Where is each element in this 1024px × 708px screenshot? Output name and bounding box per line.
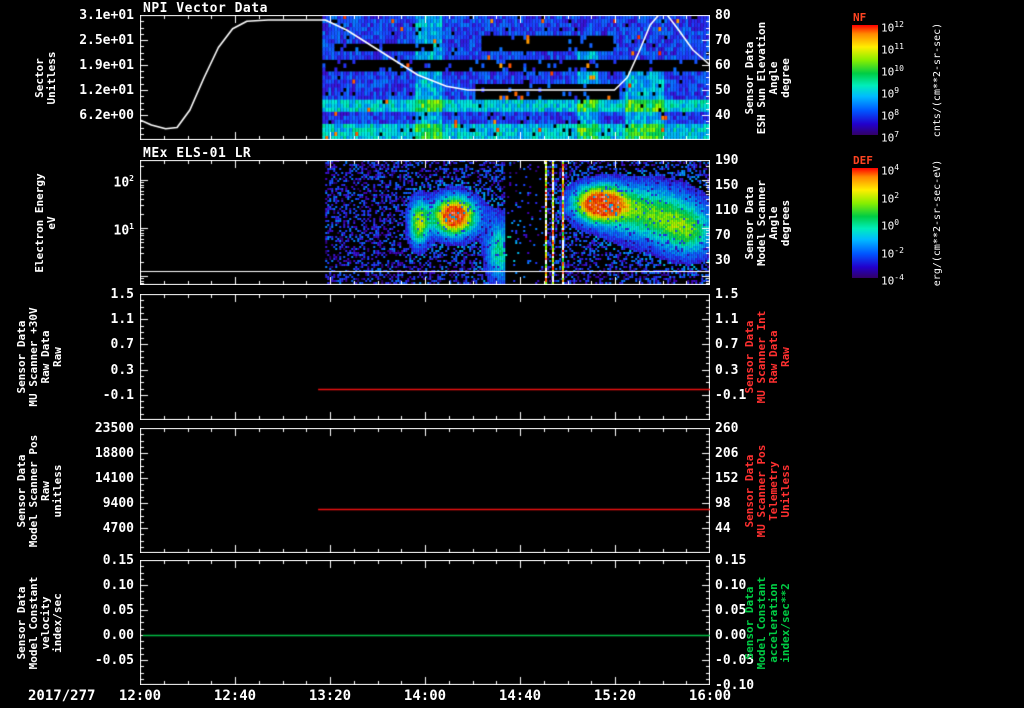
y-tick-label: 6.2e+00: [79, 108, 134, 123]
right-y-tick-label: 260: [715, 421, 739, 436]
colorbar-title: NF: [853, 11, 867, 24]
y-tick-label: 0.7: [110, 337, 134, 353]
right-y-tick-label: 98: [715, 496, 731, 511]
colorbar-tick-label: 108: [881, 108, 900, 123]
right-y-tick-label: -0.1: [715, 387, 747, 403]
y-tick-label: 23500: [94, 421, 134, 436]
right-y-tick-label: 0.10: [715, 578, 747, 593]
right-y-tick-label: 0.05: [715, 603, 747, 618]
x-tick-label: 14:00: [403, 688, 447, 704]
y-tick-label: 0.10: [102, 578, 134, 593]
panel2-title: MEx ELS-01 LR: [143, 146, 252, 161]
y-tick-label: -0.1: [102, 387, 134, 403]
colorbar-tick-label: 1011: [881, 42, 904, 57]
right-axis-label: Sensor Data MU Scanner Pos Telemetry Unitle…: [743, 444, 792, 537]
x-tick-label: 13:20: [308, 688, 352, 704]
mu-scanner-raw-plot-canvas: [140, 294, 710, 420]
colorbar-tick-label: 1010: [881, 64, 904, 79]
y-tick-label: 102: [113, 174, 134, 191]
panel1-title: NPI Vector Data: [143, 1, 268, 16]
y-tick-label: 1.9e+01: [79, 58, 134, 73]
colorbar-tick-label: 10-2: [881, 245, 904, 261]
y-tick-label: -0.05: [94, 653, 134, 668]
npi-spectrogram-canvas: [140, 15, 710, 140]
left-axis-label: Sensor Data Model Constant velocity index/s…: [15, 576, 64, 669]
scanner-pos-plot-canvas: [140, 428, 710, 553]
colorbar-unit-label: erg/(cm**2-sr-sec-eV): [932, 159, 943, 287]
x-tick-label: 14:40: [498, 688, 542, 704]
colorbar-def: [852, 168, 878, 278]
right-y-tick-label: 0.3: [715, 362, 739, 378]
right-y-tick-label: 30: [715, 253, 731, 268]
y-tick-label: 9400: [102, 496, 134, 511]
colorbar-nf: [852, 25, 878, 135]
y-tick-label: 18800: [94, 446, 134, 461]
y-tick-label: 1.5: [110, 287, 134, 302]
y-tick-label: 0.15: [102, 553, 134, 568]
colorbar-tick-label: 109: [881, 86, 900, 101]
right-y-tick-label: -0.10: [715, 678, 755, 693]
y-tick-label: 0.00: [102, 628, 134, 643]
right-y-tick-label: 70: [715, 228, 731, 243]
x-tick-label: 12:40: [213, 688, 257, 704]
right-y-tick-label: 0.15: [715, 553, 747, 568]
colorbar-title: DEF: [853, 154, 873, 167]
right-y-tick-label: -0.05: [715, 653, 755, 668]
right-y-tick-label: 44: [715, 521, 731, 536]
y-tick-label: 2.5e+01: [79, 33, 134, 48]
y-tick-label: 4700: [102, 521, 134, 536]
right-y-tick-label: 110: [715, 203, 739, 218]
right-y-tick-label: 70: [715, 33, 731, 48]
left-axis-label: Electron Energy eV: [33, 172, 58, 273]
left-axis-label: Sector Unitless: [33, 51, 58, 104]
right-y-tick-label: 150: [715, 178, 739, 193]
els-spectrogram-canvas: [140, 160, 710, 285]
y-tick-label: 0.3: [110, 362, 134, 378]
right-y-tick-label: 80: [715, 8, 731, 23]
right-y-tick-label: 206: [715, 446, 739, 461]
x-tick-label: 16:00: [688, 688, 732, 704]
right-y-tick-label: 1.1: [715, 312, 739, 328]
right-y-tick-label: 190: [715, 153, 739, 168]
right-y-tick-label: 0.00: [715, 628, 747, 643]
right-axis-label: Sensor Data ESH Sun Elevation Angle degree: [743, 21, 792, 134]
x-tick-label: 15:20: [593, 688, 637, 704]
y-tick-label: 14100: [94, 471, 134, 486]
left-axis-label: Sensor Data Model Scanner Pos Raw unitless: [15, 434, 64, 547]
right-y-tick-label: 1.5: [715, 287, 739, 302]
colorbar-tick-label: 10-4: [881, 273, 904, 288]
right-axis-label: Sensor Data Model Constant acceleration ind…: [743, 576, 792, 669]
y-tick-label: 0.05: [102, 603, 134, 618]
colorbar-tick-label: 102: [881, 190, 900, 206]
x-axis-date-label: 2017/277: [28, 688, 96, 704]
right-y-tick-label: 152: [715, 471, 739, 486]
colorbar-unit-label: cnts/(cm**2-sr-sec): [932, 22, 943, 138]
y-tick-label: 3.1e+01: [79, 8, 134, 23]
right-y-tick-label: 0.7: [715, 337, 739, 353]
right-y-tick-label: 40: [715, 108, 731, 123]
model-velocity-plot-canvas: [140, 560, 710, 685]
y-tick-label: 101: [113, 222, 134, 239]
right-axis-label: Sensor Data MU Scanner Int Raw Data Raw: [743, 310, 792, 404]
x-tick-label: 12:00: [118, 688, 162, 704]
colorbar-tick-label: 1012: [881, 20, 904, 35]
colorbar-tick-label: 107: [881, 130, 900, 145]
y-tick-label: 1.2e+01: [79, 83, 134, 98]
left-axis-label: Sensor Data MU Scanner +30V Raw Data Raw: [15, 307, 64, 407]
right-y-tick-label: 50: [715, 83, 731, 98]
right-y-tick-label: 60: [715, 58, 731, 73]
colorbar-tick-label: 104: [881, 163, 900, 178]
colorbar-tick-label: 100: [881, 218, 900, 233]
right-axis-label: Sensor Data Model Scanner Angle degrees: [743, 179, 792, 266]
y-tick-label: 1.1: [110, 312, 134, 328]
